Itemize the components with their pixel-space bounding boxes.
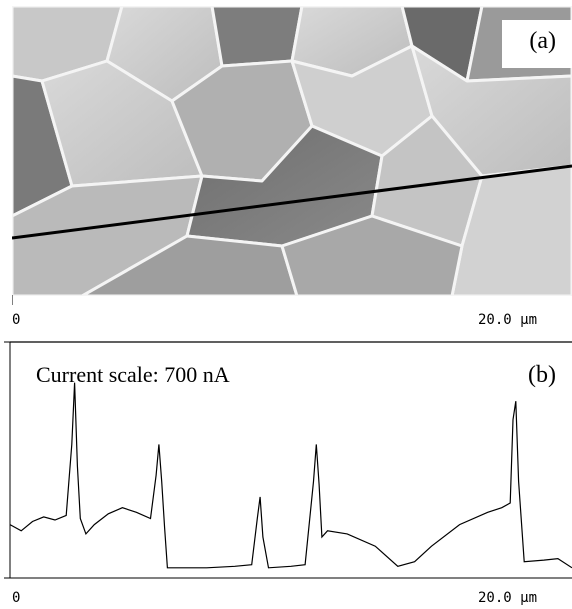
panel-a-x-axis — [11, 294, 572, 306]
panel-b-x-max-label: 20.0 µm — [478, 590, 538, 606]
current-profile-series — [9, 382, 572, 569]
panel-b-label: (b) — [528, 362, 556, 388]
afm-topography-image: (a) — [12, 6, 572, 296]
panel-a-x-max-label: 20.0 µm — [478, 312, 538, 328]
panel-a-label-box — [502, 20, 572, 68]
current-profile-svg — [4, 341, 572, 579]
grain-map — [12, 6, 572, 296]
panel-b-x-min-label: 0 — [12, 590, 21, 606]
current-scale-annotation: Current scale: 700 nA — [36, 362, 230, 387]
profile-line — [12, 164, 572, 240]
current-profile-plot: Current scale: 700 nA (b) — [0, 338, 572, 583]
panel-a-x-min-label: 0 — [12, 312, 21, 328]
panel-a-label: (a) — [529, 28, 556, 54]
